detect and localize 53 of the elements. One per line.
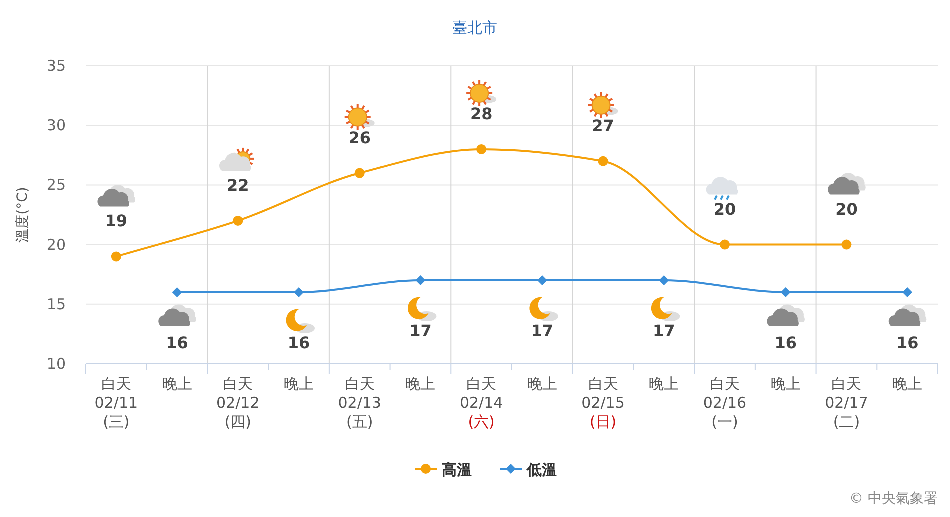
point: [233, 216, 244, 226]
y-tick-label: 20: [46, 236, 66, 254]
x-tick-label: 晚上: [649, 375, 680, 393]
data-label: 17: [410, 322, 432, 341]
data-label: 16: [288, 333, 310, 352]
y-axis-title: 溫度(°C): [15, 187, 31, 243]
data-label: 16: [774, 333, 797, 352]
point: [294, 287, 304, 298]
x-tick-label: 晚上: [284, 375, 314, 393]
point: [780, 287, 791, 298]
legend-label: 高溫: [442, 461, 472, 479]
point: [416, 276, 426, 286]
x-tick-label: 白天 02/15 (日): [582, 375, 625, 431]
point: [598, 156, 608, 166]
y-tick-label: 30: [46, 116, 66, 135]
point: [659, 276, 670, 286]
x-tick-label: 晚上: [162, 375, 192, 393]
data-label: 20: [836, 200, 858, 219]
y-tick-label: 15: [46, 295, 66, 314]
x-tick-label: 晚上: [770, 375, 801, 393]
y-tick-label: 35: [46, 57, 66, 75]
point: [354, 168, 365, 178]
x-tick-label: 白天 02/14 (六): [460, 375, 504, 431]
y-tick-label: 25: [46, 176, 66, 194]
point: [902, 287, 913, 298]
data-label: 16: [166, 333, 188, 352]
y-tick-label: 10: [46, 355, 66, 373]
x-tick-label: 晚上: [892, 375, 923, 393]
data-label: 22: [227, 176, 250, 195]
x-tick-label: 晚上: [527, 375, 558, 393]
data-label: 17: [531, 322, 554, 341]
point: [842, 240, 852, 250]
x-tick-label: 白天 02/12 (四): [216, 375, 260, 431]
data-label: 19: [105, 212, 128, 231]
text: © 中央氣象署: [850, 491, 938, 507]
x-tick-label: 晚上: [406, 375, 436, 393]
point: [537, 276, 548, 286]
data-label: 28: [470, 104, 493, 124]
x-tick-label: 白天 02/11 (三): [94, 375, 138, 431]
data-label: 16: [896, 333, 919, 352]
point: [720, 240, 730, 250]
data-label: 20: [714, 200, 736, 219]
x-tick-label: 白天 02/16 (一): [703, 375, 747, 431]
point: [476, 144, 487, 154]
data-label: 27: [592, 116, 614, 136]
point: [172, 287, 182, 298]
data-label: 26: [348, 128, 371, 148]
legend-label: 低溫: [526, 461, 557, 479]
point: [111, 252, 122, 262]
x-tick-label: 白天 02/17 (二): [825, 375, 868, 431]
data-label: 17: [653, 322, 676, 341]
x-tick-label: 白天 02/13 (五): [338, 375, 382, 431]
chart-title: 臺北市: [452, 19, 498, 37]
